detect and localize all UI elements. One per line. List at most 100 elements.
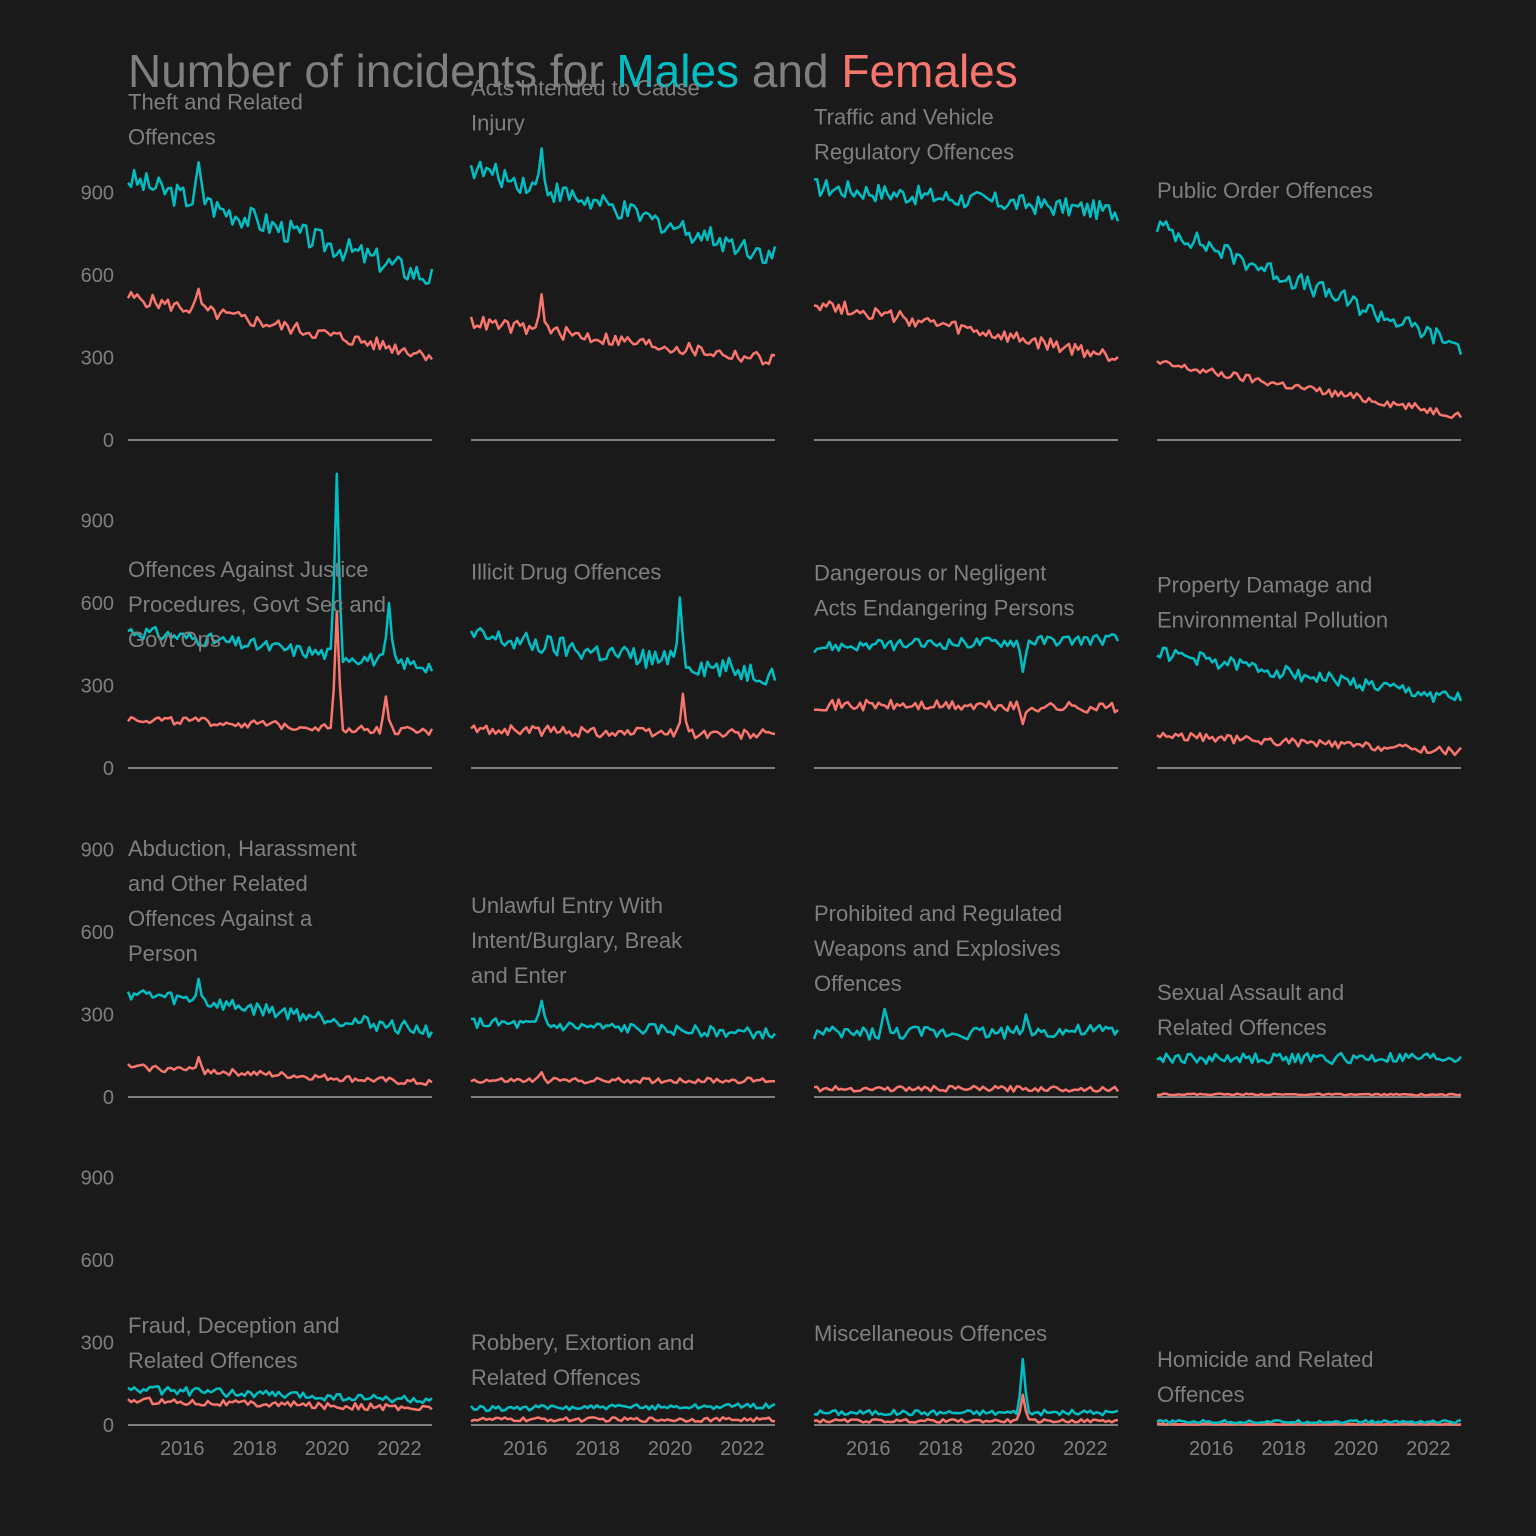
series-line-males xyxy=(126,977,434,1039)
panel-title: Unlawful Entry With xyxy=(471,893,663,918)
y-tick-label: 0 xyxy=(103,430,114,452)
series-line-males xyxy=(813,1357,1119,1417)
panel-title: Intent/Burglary, Break xyxy=(471,928,683,953)
y-tick-label: 600 xyxy=(81,265,114,287)
panel-title: Prohibited and Regulated xyxy=(814,901,1062,926)
series-line-males xyxy=(812,1007,1120,1041)
x-tick-label: 2022 xyxy=(1063,1438,1108,1460)
series-line-females xyxy=(1156,1092,1462,1097)
x-tick-label: 2018 xyxy=(575,1438,620,1460)
series-line-males xyxy=(127,161,434,285)
series-line-males xyxy=(1155,220,1463,356)
y-tick-label: 600 xyxy=(81,922,114,944)
series-line-females xyxy=(470,1416,776,1423)
series-line-males xyxy=(469,147,777,265)
series-line-males xyxy=(470,999,776,1040)
series-line-males xyxy=(469,596,777,686)
y-tick-label: 300 xyxy=(81,676,114,698)
panel-title: Offences Against a xyxy=(128,906,313,931)
y-tick-label: 600 xyxy=(81,1250,114,1272)
series-line-females xyxy=(470,692,776,740)
panel-title: Related Offences xyxy=(471,1365,641,1390)
y-tick-label: 900 xyxy=(81,183,114,205)
x-tick-label: 2016 xyxy=(846,1438,891,1460)
panel-title: and Other Related xyxy=(128,871,308,896)
panel-title: Public Order Offences xyxy=(1157,178,1373,203)
panel-title: Acts Endangering Persons xyxy=(814,595,1075,620)
title-females: Females xyxy=(841,45,1018,97)
panel-title: Dangerous or Negligent xyxy=(814,560,1046,585)
panel-title: Illicit Drug Offences xyxy=(471,560,661,585)
x-tick-label: 2022 xyxy=(377,1438,422,1460)
x-tick-label: 2018 xyxy=(232,1438,277,1460)
x-tick-label: 2016 xyxy=(1189,1438,1234,1460)
series-line-females xyxy=(470,1071,776,1085)
series-line-males xyxy=(1156,1418,1462,1425)
panel-title: Robbery, Extortion and xyxy=(471,1330,694,1355)
series-line-females xyxy=(127,1396,433,1412)
series-line-females xyxy=(469,293,776,366)
panel-title: Related Offences xyxy=(128,1348,298,1373)
y-tick-label: 300 xyxy=(81,348,114,370)
panel-title: Property Damage and xyxy=(1157,573,1372,598)
panel-title: Traffic and Vehicle xyxy=(814,104,994,129)
panel-title: Related Offences xyxy=(1157,1015,1327,1040)
series-line-females xyxy=(126,287,433,362)
series-line-males xyxy=(1156,646,1463,703)
panel-title: Sexual Assault and xyxy=(1157,980,1344,1005)
panel-title: Miscellaneous Offences xyxy=(814,1321,1047,1346)
panel-title: Abduction, Harassment xyxy=(128,836,357,861)
panel-title: Regulatory Offences xyxy=(814,139,1014,164)
panel-title: Environmental Pollution xyxy=(1157,608,1388,633)
y-tick-label: 600 xyxy=(81,593,114,615)
chart-title: Number of incidents for Males and Female… xyxy=(128,44,1018,98)
y-tick-label: 900 xyxy=(81,511,114,533)
series-line-females xyxy=(813,1084,1120,1093)
x-tick-label: 2016 xyxy=(503,1438,548,1460)
panel-title: Govt Ops xyxy=(128,627,221,652)
series-line-males xyxy=(1156,1051,1462,1066)
series-line-females xyxy=(1156,359,1463,420)
panel-title: Offences xyxy=(1157,1382,1245,1407)
panel-title: Offences xyxy=(128,124,216,149)
title-plain-2: and xyxy=(739,45,842,97)
panel-title: Offences Against Justice xyxy=(128,557,369,582)
title-plain-1: Number of incidents for xyxy=(128,45,617,97)
y-tick-label: 300 xyxy=(81,1005,114,1027)
series-line-females xyxy=(1156,1422,1462,1426)
series-line-males xyxy=(127,1385,433,1405)
series-line-females xyxy=(813,698,1119,726)
x-tick-label: 2022 xyxy=(1406,1438,1451,1460)
panel-title: Fraud, Deception and xyxy=(128,1313,340,1338)
series-line-males xyxy=(813,633,1120,674)
x-tick-label: 2018 xyxy=(918,1438,963,1460)
panel-title: Acts Intended to Cause xyxy=(471,76,700,101)
series-line-males xyxy=(470,1402,776,1413)
panel-title: and Enter xyxy=(471,963,566,988)
series-line-females xyxy=(127,610,434,736)
x-tick-label: 2020 xyxy=(305,1438,350,1460)
panel-title: Offences xyxy=(814,971,902,996)
panel-title: Homicide and Related xyxy=(1157,1347,1373,1372)
panel-title: Theft and Related xyxy=(128,89,303,114)
x-tick-label: 2020 xyxy=(1334,1438,1379,1460)
x-tick-label: 2020 xyxy=(991,1438,1036,1460)
y-tick-label: 0 xyxy=(103,1415,114,1437)
series-line-males xyxy=(813,177,1120,222)
y-tick-label: 0 xyxy=(103,1087,114,1109)
x-tick-label: 2018 xyxy=(1261,1438,1306,1460)
panel-title: Weapons and Explosives xyxy=(814,936,1061,961)
y-tick-label: 900 xyxy=(81,1168,114,1190)
y-tick-label: 300 xyxy=(81,1333,114,1355)
panel-title: Injury xyxy=(471,111,525,136)
series-line-females xyxy=(813,300,1119,363)
panel-title: Person xyxy=(128,941,198,966)
series-line-males xyxy=(127,472,434,674)
y-tick-label: 0 xyxy=(103,758,114,780)
series-line-females xyxy=(1156,731,1462,757)
panel-title: Procedures, Govt Sec and xyxy=(128,592,386,617)
x-tick-label: 2022 xyxy=(720,1438,765,1460)
x-tick-label: 2016 xyxy=(160,1438,205,1460)
series-line-females xyxy=(127,1055,433,1087)
